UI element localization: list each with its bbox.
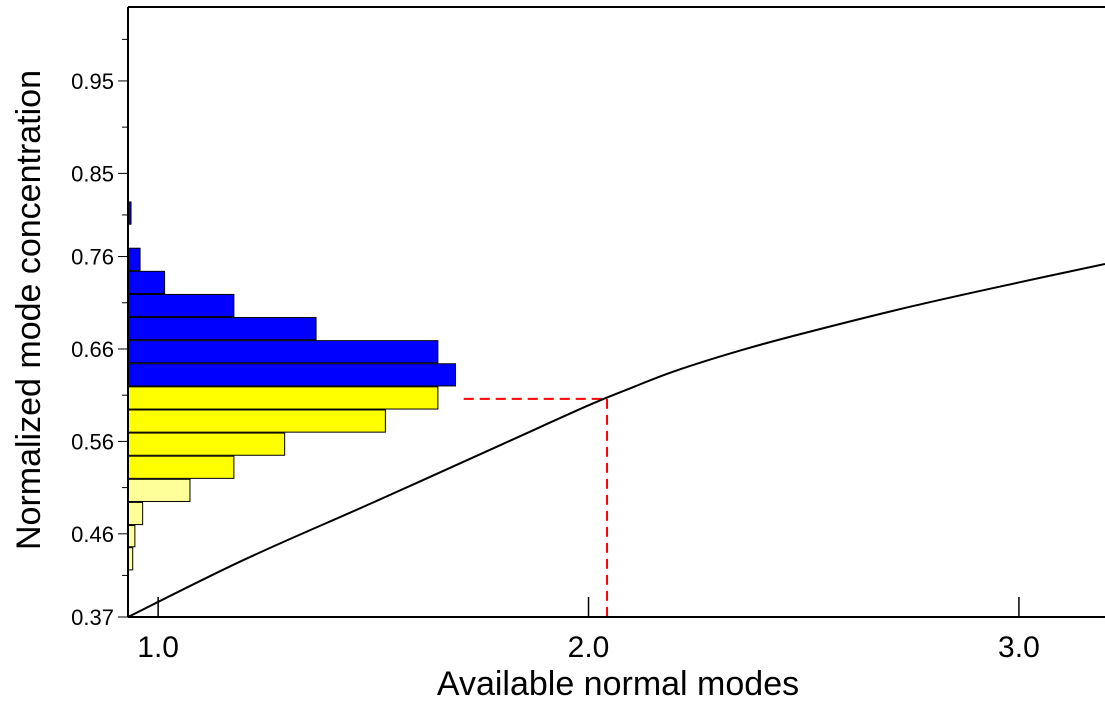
histogram-bar <box>127 340 439 364</box>
histogram-bar <box>127 455 235 479</box>
y-tick-label: 0.95 <box>71 69 114 94</box>
x-tick-label: 2.0 <box>568 631 610 664</box>
y-tick-label: 0.56 <box>71 429 114 454</box>
y-tick-label: 0.66 <box>71 337 114 362</box>
x-axis-title: Available normal modes <box>437 665 799 703</box>
histogram-bar <box>127 525 136 548</box>
histogram-bar <box>127 317 317 341</box>
histogram-bar <box>127 247 141 271</box>
histogram-bar <box>127 386 439 410</box>
y-tick-label: 0.37 <box>71 605 114 630</box>
ticks: 0.37 0.46 0.56 0.66 0.76 0.85 0.95 1.0 2.0 3.0 <box>71 38 1040 664</box>
histogram-bar <box>127 270 166 295</box>
y-tick-label: 0.76 <box>71 245 114 270</box>
histogram-bar <box>127 363 457 387</box>
histogram-bar <box>127 501 144 526</box>
histogram-bar <box>127 432 286 456</box>
reference-lines <box>463 397 609 617</box>
histogram-bar <box>127 293 235 318</box>
axes <box>127 6 1105 618</box>
histogram-bars <box>127 201 457 571</box>
x-tick-label: 3.0 <box>998 631 1040 664</box>
y-tick-label: 0.85 <box>71 161 114 186</box>
y-tick-label: 0.46 <box>71 522 114 547</box>
x-tick-label: 1.0 <box>137 631 179 664</box>
curve-line <box>127 262 1105 618</box>
histogram-bar <box>127 478 191 502</box>
histogram-bar <box>127 409 386 433</box>
y-axis-title: Normalized mode concentration <box>10 70 48 550</box>
curve-layer <box>127 262 1105 618</box>
